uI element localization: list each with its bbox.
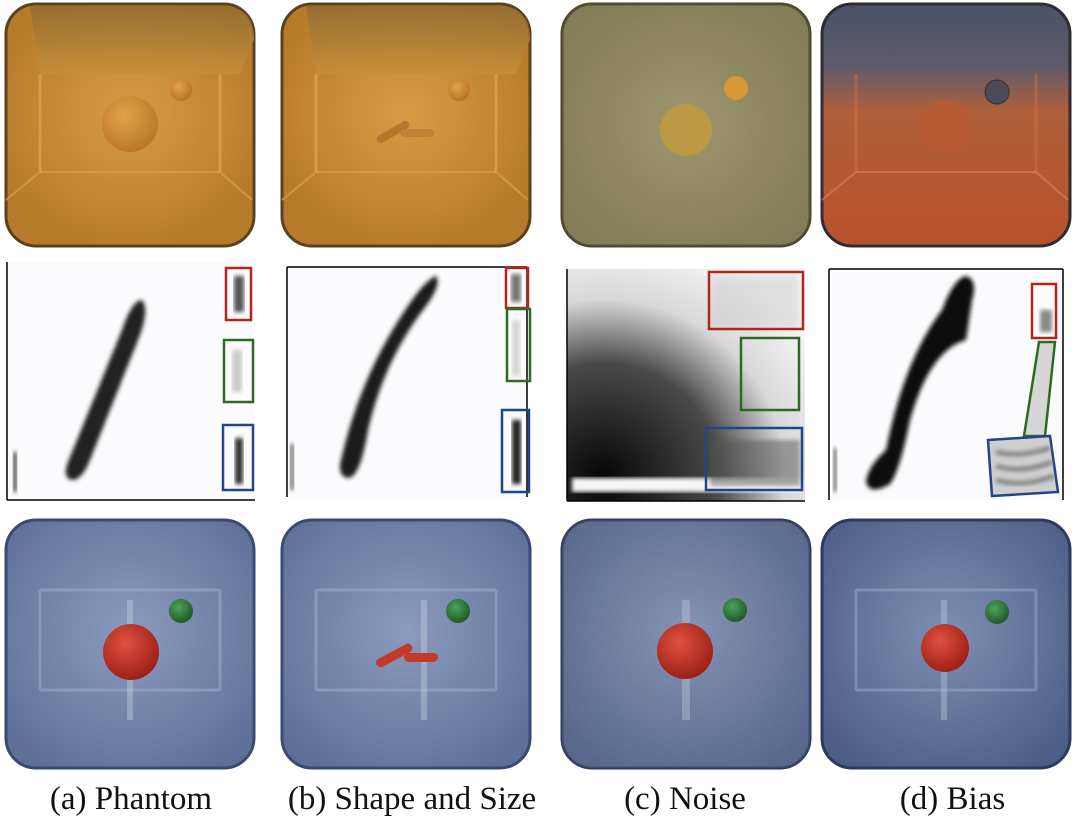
blue-region-box	[500, 408, 531, 494]
green-region-box	[505, 307, 532, 383]
noise-segmentation-cube	[560, 518, 812, 770]
green-region-box	[739, 336, 801, 412]
noise-cube-rendering	[560, 2, 812, 248]
phantom-histogram-plot	[6, 262, 255, 501]
noise-histogram-plot	[566, 269, 805, 502]
shape-and-size-segmentation-cube	[280, 518, 532, 770]
red-region-box	[224, 266, 253, 322]
bias-histogram-plot	[828, 268, 1064, 500]
green-region-box	[222, 338, 255, 404]
shape-and-size-histogram-plot	[286, 266, 532, 497]
blue-region-box	[704, 426, 804, 492]
phantom-segmentation-cube	[4, 518, 256, 770]
caption-shape-and-size: (b) Shape and Size	[287, 781, 537, 817]
shape-and-size-cube-rendering	[280, 2, 532, 248]
bias-cube-rendering	[820, 2, 1072, 248]
caption-phantom: (a) Phantom	[49, 781, 213, 817]
red-region-box	[707, 270, 805, 331]
blue-region-box	[221, 423, 255, 492]
red-region-box	[1030, 282, 1058, 340]
phantom-cube-rendering	[4, 2, 256, 248]
caption-bias: (d) Bias	[899, 781, 1006, 817]
bias-segmentation-cube	[820, 518, 1072, 770]
caption-noise: (c) Noise	[624, 781, 746, 817]
